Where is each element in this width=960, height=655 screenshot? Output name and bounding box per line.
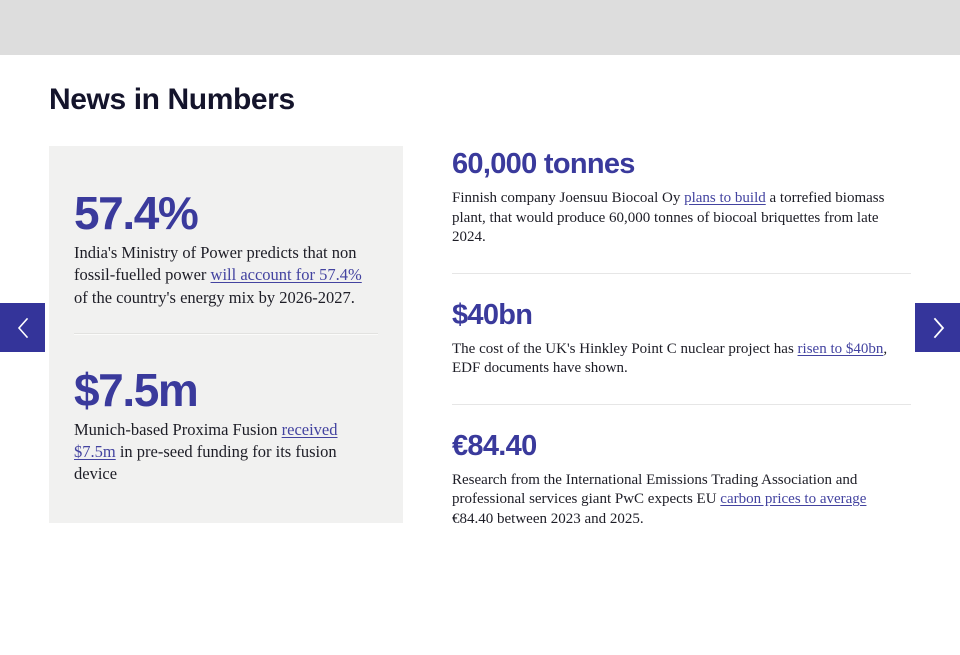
stat-text-after: €84.40 between 2023 and 2025.	[452, 510, 644, 527]
stat-description: India's Ministry of Power predicts that …	[74, 242, 377, 309]
chevron-right-icon	[930, 316, 946, 340]
stat-text-after: , EDF documents have shown.	[452, 340, 888, 377]
stat-value: €84.40	[452, 429, 537, 462]
stat-text-after: of the country's energy mix by 2026-2027…	[74, 287, 355, 307]
stat-text-before: Finnish company Joensuu Biocoal Oy	[452, 190, 685, 206]
list-item: $40bn The cost of the UK's Hinkley Point…	[452, 297, 911, 379]
stat-text-before: The cost of the UK's Hinkley Point C nuc…	[452, 340, 798, 357]
stat-text-before: Munich-based Proxima Fusion	[74, 419, 282, 439]
list-item: 60,000 tonnes Finnish company Joensuu Bi…	[452, 146, 911, 248]
stat-description: Finnish company Joensuu Biocoal Oy plans…	[452, 189, 911, 248]
chevron-left-icon	[15, 316, 31, 340]
stat-value: $7.5m	[74, 363, 199, 416]
card-divider	[74, 332, 378, 335]
carousel-next-button[interactable]	[915, 303, 960, 352]
stat-value: 57.4%	[74, 187, 199, 239]
carousel-prev-button[interactable]	[0, 303, 45, 352]
stat-text-before: Research from the International Emission…	[452, 471, 858, 508]
stat-link[interactable]: carbon prices to average	[720, 491, 867, 507]
feature-item: 57.4% India's Ministry of Power predicts…	[74, 188, 377, 309]
list-divider	[452, 272, 911, 274]
stat-text-after: a torrefied biomass plant, that would pr…	[452, 190, 885, 245]
top-bar	[0, 0, 960, 55]
news-list: 60,000 tonnes Finnish company Joensuu Bi…	[452, 146, 911, 529]
page-title: News in Numbers	[49, 83, 295, 116]
feature-card: 57.4% India's Ministry of Power predicts…	[49, 146, 403, 523]
stat-link[interactable]: plans to build	[684, 190, 766, 206]
stat-link[interactable]: will account for 57.4%	[210, 265, 362, 285]
stat-description: Munich-based Proxima Fusion received $7.…	[74, 419, 377, 486]
feature-item: $7.5m Munich-based Proxima Fusion receiv…	[74, 365, 377, 486]
stat-text-after: in pre-seed funding for its fusion devic…	[74, 442, 337, 484]
stat-description: The cost of the UK's Hinkley Point C nuc…	[452, 340, 911, 379]
list-item: €84.40 Research from the International E…	[452, 428, 911, 530]
stat-link[interactable]: received $7.5m	[74, 419, 338, 462]
stat-description: Research from the International Emission…	[452, 471, 911, 530]
stat-value: $40bn	[452, 298, 533, 331]
stat-text-before: India's Ministry of Power predicts that …	[74, 243, 357, 285]
list-divider	[452, 403, 911, 405]
stat-link[interactable]: risen to $40bn	[797, 340, 884, 357]
stat-value: 60,000 tonnes	[452, 148, 635, 180]
